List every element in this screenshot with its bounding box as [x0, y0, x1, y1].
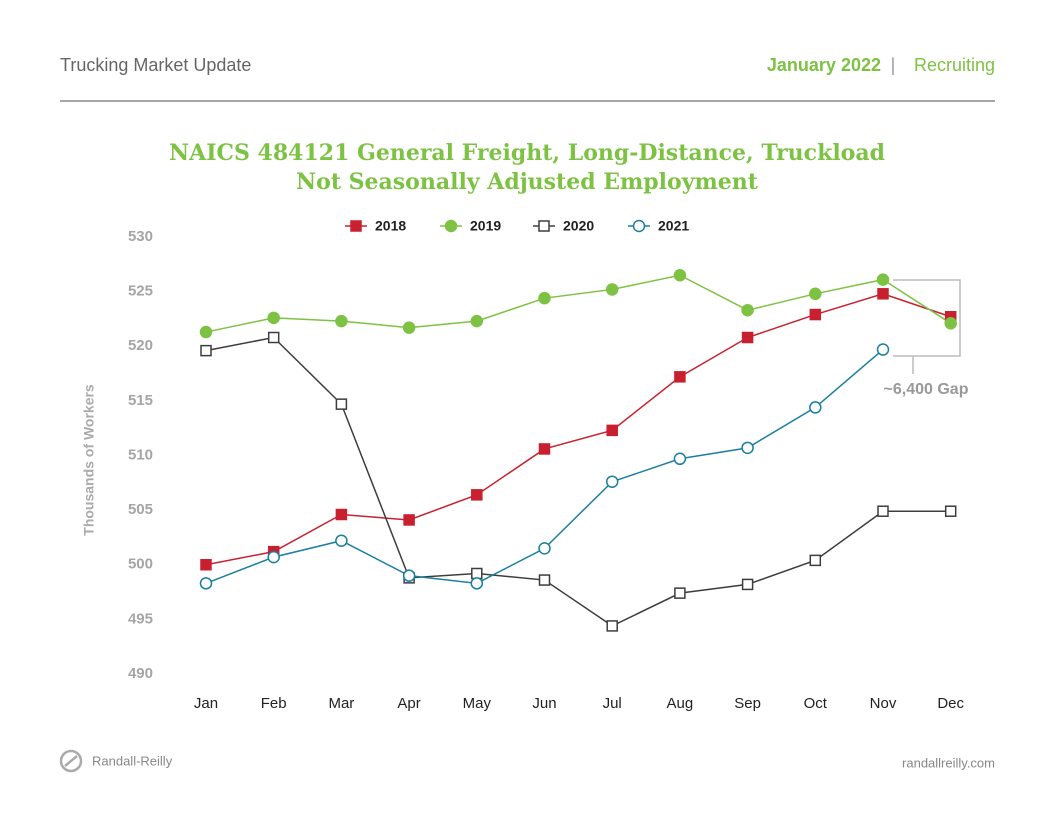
- data-point: [335, 398, 348, 410]
- data-point: [944, 505, 957, 517]
- x-tick-label: Apr: [397, 695, 420, 712]
- data-point: [538, 291, 551, 305]
- y-tick-label: 530: [128, 228, 153, 245]
- plot: 490 495 500 505 510 515 520 525 530 Jan Feb Mar Apr M…: [128, 218, 965, 712]
- gap-annotation: ~6,400 Gap: [884, 381, 969, 398]
- x-tick-label: May: [463, 695, 492, 712]
- data-point: [470, 314, 484, 328]
- x-tick-label: Mar: [328, 695, 354, 712]
- data-point: [200, 344, 212, 357]
- data-point: [605, 475, 619, 488]
- data-point: [402, 321, 416, 334]
- y-tick-label: 490: [128, 665, 153, 682]
- data-point: [809, 554, 822, 567]
- data-point: [673, 268, 687, 282]
- data-point: [674, 371, 686, 383]
- footer-brand: Randall-Reilly: [92, 753, 173, 768]
- data-point: [876, 343, 890, 356]
- legend-item: 2020: [533, 218, 594, 234]
- data-point: [335, 314, 348, 328]
- data-point: [741, 303, 754, 317]
- legend-marker: [444, 219, 458, 233]
- footer-url: randallreilly.com: [902, 755, 995, 770]
- logo: [59, 749, 83, 773]
- y-tick-label: 520: [128, 337, 153, 354]
- x-tick-label: Aug: [667, 695, 694, 712]
- y-tick-label: 505: [128, 501, 153, 518]
- data-point: [267, 550, 280, 564]
- legend-label: 2021: [658, 218, 689, 234]
- x-tick-label: Jan: [194, 695, 218, 712]
- legend-item: 2018: [345, 218, 406, 234]
- x-tick-label: Jul: [603, 695, 622, 712]
- data-point: [538, 542, 551, 555]
- gap-bracket: [893, 279, 961, 374]
- data-point: [605, 283, 619, 296]
- data-point: [809, 308, 822, 321]
- data-point: [335, 534, 348, 547]
- data-point: [673, 452, 687, 466]
- legend-label: 2018: [375, 218, 406, 234]
- data-point: [538, 574, 551, 586]
- x-tick-label: Sep: [734, 695, 761, 712]
- series-line: [205, 336, 951, 627]
- data-point: [809, 287, 822, 301]
- data-point: [200, 559, 212, 571]
- series-line: [205, 274, 952, 333]
- data-point: [877, 288, 889, 300]
- y-tick-label: 500: [128, 556, 153, 573]
- x-tick-label: Feb: [261, 695, 287, 712]
- data-point: [402, 569, 416, 582]
- legend-label: 2020: [563, 218, 594, 234]
- x-tick-label: Dec: [937, 695, 964, 712]
- legend-marker: [632, 219, 646, 233]
- series-line: [205, 293, 951, 566]
- data-point: [741, 331, 754, 344]
- data-point: [809, 401, 822, 414]
- x-tick-label: Jun: [532, 695, 556, 712]
- data-point: [470, 577, 484, 590]
- legend-item: 2021: [628, 218, 689, 234]
- chart-title: NAICS 484121 General Freight, Long-Dista…: [169, 140, 885, 166]
- data-point: [471, 567, 483, 580]
- y-tick-label: 525: [128, 283, 153, 300]
- x-tick-label: Oct: [804, 695, 828, 712]
- data-point: [199, 577, 213, 590]
- data-point: [674, 587, 686, 599]
- data-point: [741, 578, 754, 591]
- y-tick-label: 510: [128, 446, 153, 463]
- data-point: [741, 441, 754, 455]
- data-point: [199, 325, 213, 339]
- header-date: January 2022: [767, 55, 881, 75]
- y-axis-label: Thousands of Workers: [81, 384, 97, 536]
- header-separator: |: [891, 55, 896, 75]
- data-point: [877, 505, 889, 517]
- data-point: [606, 620, 618, 632]
- data-point: [403, 514, 415, 526]
- x-tick-label: Nov: [870, 695, 897, 712]
- legend-marker: [350, 220, 362, 232]
- data-point: [606, 424, 618, 437]
- chart-subtitle: Not Seasonally Adjusted Employment: [296, 169, 759, 195]
- legend-label: 2019: [470, 218, 501, 234]
- y-tick-label: 495: [128, 610, 153, 627]
- data-point: [944, 317, 957, 330]
- header-title: Trucking Market Update: [60, 55, 251, 75]
- header-section: Recruiting: [914, 55, 995, 75]
- data-point: [267, 311, 280, 325]
- data-point: [267, 331, 280, 344]
- data-point: [335, 508, 348, 521]
- legend-marker: [538, 220, 550, 232]
- data-point: [471, 489, 483, 501]
- legend-item: 2019: [440, 218, 501, 234]
- y-tick-label: 515: [128, 392, 153, 409]
- data-point: [876, 273, 890, 286]
- data-point: [538, 443, 551, 455]
